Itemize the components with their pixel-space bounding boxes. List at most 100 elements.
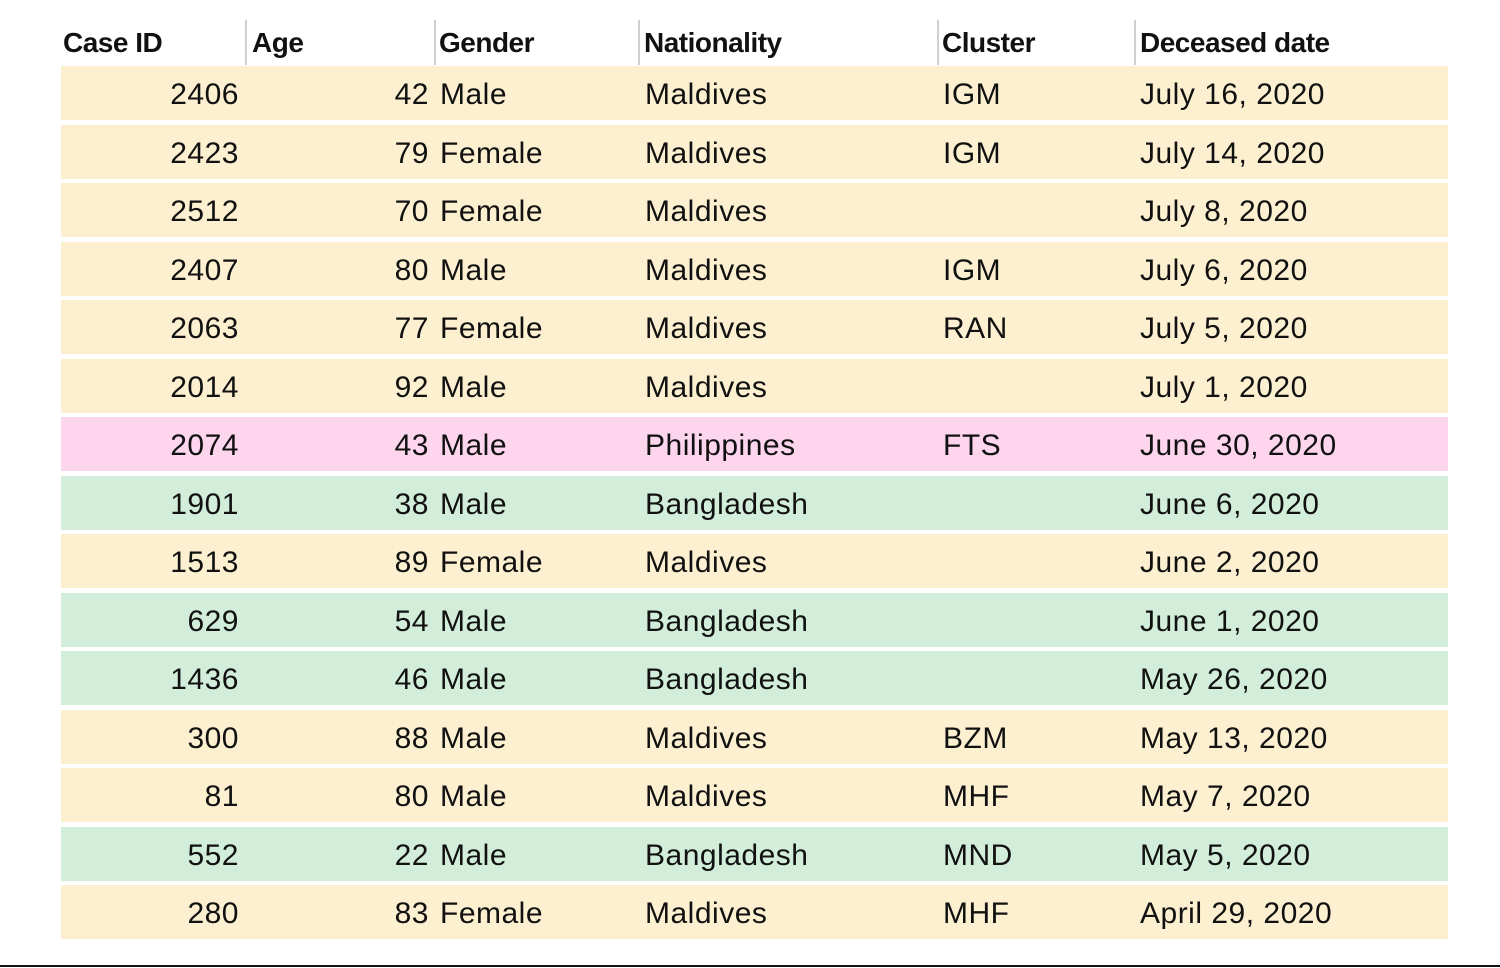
cell-gender: Male [440,721,508,755]
cell-deceased-date: June 1, 2020 [1140,604,1320,638]
cell-gender: Female [440,897,544,930]
cell-age: 42 [394,78,429,111]
column-divider [434,20,436,65]
cell-gender: Male [440,370,508,404]
cell-age: 46 [394,663,429,696]
cell-gender: Male [440,487,508,521]
cell-cluster: IGM [943,253,1002,287]
cell-case-id: 1436 [170,663,239,696]
cell-nationality: Maldives [645,312,768,345]
cell-case-id: 2407 [170,253,239,287]
header-deceased-date: Deceased date [1140,27,1330,58]
cell-deceased-date: July 16, 2020 [1140,78,1325,111]
cell-gender: Male [440,663,508,696]
cell-case-id: 2406 [170,78,239,111]
cell-case-id: 1513 [170,546,239,579]
table-row: 1436 46 Male Bangladesh May 26, 2020 [61,651,1448,705]
table-row: 280 83 Female Maldives MHF April 29, 2020 [61,885,1448,939]
header-nationality: Nationality [644,27,782,58]
cell-age: 43 [394,429,429,462]
cell-age: 70 [394,195,429,228]
cell-age: 92 [394,370,429,404]
cell-nationality: Bangladesh [645,604,809,638]
cell-nationality: Bangladesh [645,838,809,872]
cell-nationality: Philippines [645,429,796,462]
cell-gender: Female [440,312,544,345]
cell-nationality: Bangladesh [645,663,809,696]
cell-gender: Female [440,546,544,579]
cell-gender: Female [440,195,544,228]
cell-nationality: Maldives [645,370,768,404]
cell-case-id: 300 [187,721,239,755]
cell-deceased-date: July 8, 2020 [1140,195,1308,228]
cell-case-id: 629 [187,604,239,638]
table-row: 1901 38 Male Bangladesh June 6, 2020 [61,475,1448,530]
table-row: 2074 43 Male Philippines FTS June 30, 2020 [61,417,1448,471]
header-gender: Gender [439,27,535,58]
cell-case-id: 2074 [170,429,239,462]
cell-nationality: Bangladesh [645,487,809,521]
cell-nationality: Maldives [645,195,768,228]
cell-deceased-date: June 30, 2020 [1140,429,1337,462]
cell-case-id: 2014 [170,370,239,404]
column-divider [937,20,939,65]
cell-nationality: Maldives [645,780,768,813]
table-row: 2406 42 Male Maldives IGM July 16, 2020 [61,66,1448,120]
table-row: 2407 80 Male Maldives IGM July 6, 2020 [61,241,1448,296]
table-header: Case ID Age Gender Nationality Cluster D… [61,20,1448,65]
cell-cluster: IGM [943,136,1002,170]
cell-age: 80 [394,780,429,813]
cell-cluster: IGM [943,78,1002,111]
table-row: 2063 77 Female Maldives RAN July 5, 2020 [61,300,1448,354]
table-row: 2512 70 Female Maldives July 8, 2020 [61,183,1448,237]
cell-nationality: Maldives [645,721,768,755]
cell-nationality: Maldives [645,78,768,111]
cell-nationality: Maldives [645,136,768,170]
cell-nationality: Maldives [645,546,768,579]
cell-age: 22 [394,838,429,872]
cell-age: 38 [394,487,429,521]
cell-age: 54 [394,604,429,638]
header-age: Age [252,27,304,58]
cell-deceased-date: May 5, 2020 [1140,838,1311,872]
cell-cluster: FTS [943,429,1002,462]
table-row: 552 22 Male Bangladesh MND May 5, 2020 [61,826,1448,881]
cell-age: 77 [394,312,429,345]
header-case-id: Case ID [63,27,163,58]
header-cluster: Cluster [942,27,1035,58]
cell-case-id: 552 [187,838,239,872]
cell-case-id: 2063 [170,312,239,345]
cell-gender: Male [440,429,508,462]
table-row: 81 80 Male Maldives MHF May 7, 2020 [61,768,1448,822]
cell-deceased-date: July 5, 2020 [1140,312,1308,345]
cell-cluster: RAN [943,312,1008,345]
cell-gender: Female [440,136,544,170]
cell-gender: Male [440,780,508,813]
cell-deceased-date: June 2, 2020 [1140,546,1320,579]
cell-deceased-date: May 26, 2020 [1140,663,1328,696]
table-row: 1513 89 Female Maldives June 2, 2020 [61,534,1448,588]
cell-cluster: MND [943,838,1013,872]
cell-deceased-date: July 1, 2020 [1140,370,1308,404]
cell-deceased-date: April 29, 2020 [1140,897,1333,930]
cell-case-id: 280 [187,897,239,930]
cell-age: 89 [394,546,429,579]
cell-deceased-date: July 6, 2020 [1140,253,1308,287]
cell-nationality: Maldives [645,897,768,930]
cell-age: 80 [394,253,429,287]
cell-age: 88 [394,721,429,755]
bottom-rule [0,965,1500,967]
cell-gender: Male [440,253,508,287]
cell-cluster: MHF [943,780,1010,813]
table-row: 629 54 Male Bangladesh June 1, 2020 [61,592,1448,647]
cell-gender: Male [440,78,508,111]
cell-deceased-date: May 7, 2020 [1140,780,1311,813]
cell-nationality: Maldives [645,253,768,287]
table-row: 2014 92 Male Maldives July 1, 2020 [61,358,1448,413]
cell-age: 83 [394,897,429,930]
cell-gender: Male [440,604,508,638]
cell-age: 79 [394,136,429,170]
column-divider [1134,20,1136,65]
cell-case-id: 1901 [170,487,239,521]
cell-cluster: MHF [943,897,1010,930]
